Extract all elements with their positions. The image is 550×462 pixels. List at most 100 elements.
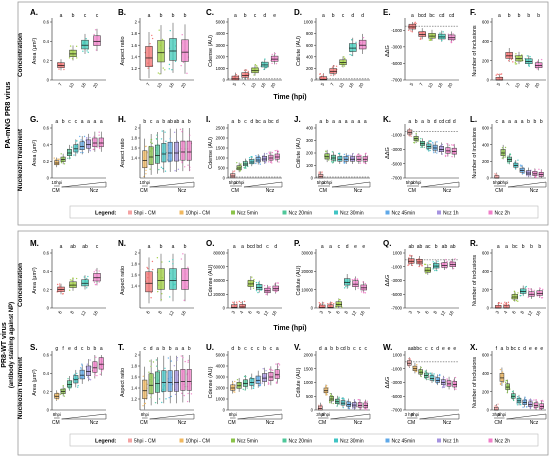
data-point — [439, 373, 441, 376]
iqr-box — [274, 369, 280, 379]
box-1 — [318, 301, 326, 309]
ncz-wedge — [506, 413, 547, 420]
y-tick-label: 2500 — [216, 126, 226, 131]
significance-letter: a — [408, 346, 411, 352]
box-4 — [426, 139, 432, 152]
data-point — [513, 290, 516, 293]
data-point — [82, 50, 84, 52]
data-point — [413, 22, 415, 25]
data-point — [187, 164, 189, 166]
x-tick-label: 16 — [348, 82, 355, 89]
cm-group-label: CM — [319, 188, 327, 194]
y-tick-label: 40000 — [213, 278, 225, 283]
data-point — [174, 170, 176, 172]
data-point — [432, 374, 434, 376]
iqr-box — [349, 43, 357, 52]
significance-letter: a — [501, 346, 504, 352]
significance-letter: c — [251, 346, 254, 352]
data-point — [247, 77, 249, 80]
box-5 — [167, 355, 174, 404]
significance-letter: c — [96, 13, 99, 19]
data-point — [501, 147, 504, 149]
panel-letter: A. — [30, 8, 38, 17]
data-point — [514, 63, 517, 65]
data-point — [430, 373, 432, 375]
box-4 — [260, 58, 269, 71]
data-point — [433, 151, 435, 154]
iqr-box — [181, 39, 189, 62]
top-virus-label: PA-mNG PR8 virus — [3, 82, 12, 149]
x-tick-label: 12 — [350, 310, 357, 317]
data-point — [89, 136, 91, 139]
y-tick-label: 0 — [223, 408, 226, 413]
data-point — [507, 301, 510, 304]
data-point — [278, 161, 280, 163]
data-point — [350, 39, 353, 41]
box-1 — [407, 254, 415, 267]
box-4 — [343, 274, 351, 289]
data-point — [452, 267, 455, 270]
y-tick-label: 1.8 — [131, 31, 137, 36]
data-point — [255, 162, 257, 165]
data-point — [442, 31, 444, 33]
data-point — [535, 176, 537, 178]
y-tick-label: 0 — [47, 176, 50, 181]
y-tick-label: 1500 — [304, 366, 314, 371]
data-point — [98, 131, 100, 133]
box-1 — [231, 72, 240, 81]
significance-letter: b — [184, 244, 187, 250]
data-point — [521, 54, 523, 56]
data-point — [176, 357, 179, 359]
significance-letter: a — [55, 119, 58, 125]
data-point — [536, 68, 539, 70]
legend-swatch — [437, 438, 441, 443]
data-point — [165, 398, 167, 400]
y-axis-label: Aspect ratio — [120, 266, 126, 295]
data-point — [419, 38, 421, 40]
cm-group-label: CM — [140, 420, 148, 426]
x-tick-label: 10hpi — [234, 180, 245, 185]
x-tick-label: 4 — [327, 310, 333, 315]
box-3 — [81, 33, 89, 54]
iqr-box — [174, 370, 180, 392]
box-7 — [91, 355, 98, 379]
legend-label: Ncz 1h — [443, 439, 459, 445]
data-point — [253, 385, 255, 388]
box-2 — [68, 45, 78, 61]
data-point — [442, 384, 445, 387]
data-point — [268, 161, 270, 163]
significance-letter: bc — [429, 13, 435, 19]
legend-label: Ncz 5min — [237, 211, 258, 217]
y-axis-label: Number of inclusions — [472, 25, 478, 77]
data-point — [75, 45, 78, 48]
data-point — [189, 166, 191, 168]
iqr-box — [92, 137, 98, 148]
data-point — [507, 303, 510, 306]
panel-B: B. Aspect ratio 2 1.8 1.6 1.4 1.2 a 7 b 10 b 16 b 20 — [118, 8, 194, 89]
data-point — [79, 135, 81, 138]
data-point — [98, 134, 100, 136]
data-point — [71, 279, 73, 282]
data-point — [329, 302, 331, 305]
x-tick-label: 4 — [416, 310, 422, 315]
significance-letter: c — [431, 346, 434, 352]
x-tick-label: 7 — [241, 82, 247, 87]
legend-bottom: Legend: 5hpi - CM 10hpi - CM Ncz 5min Ncz 20… — [69, 433, 539, 447]
box-1 — [495, 302, 502, 309]
data-point — [98, 147, 101, 150]
x-tick-label: 7 — [329, 82, 335, 87]
legend-label: Ncz 45min — [392, 439, 416, 445]
data-point — [186, 72, 188, 75]
data-point — [436, 152, 438, 154]
legend-entry: Ncz 20min — [282, 438, 312, 445]
data-point — [332, 302, 335, 305]
iqr-box — [167, 141, 173, 162]
x-tick-label: 10hpi — [140, 180, 151, 185]
panel-letter: G. — [30, 115, 38, 124]
iqr-box — [98, 137, 104, 148]
data-point — [508, 59, 510, 62]
legend-top: Legend: 5hpi - CM 10hpi - CM Ncz 5min Ncz 20… — [69, 205, 539, 219]
data-point — [441, 386, 444, 389]
data-point — [187, 359, 189, 362]
y-tick-label: 1.2 — [131, 66, 137, 71]
